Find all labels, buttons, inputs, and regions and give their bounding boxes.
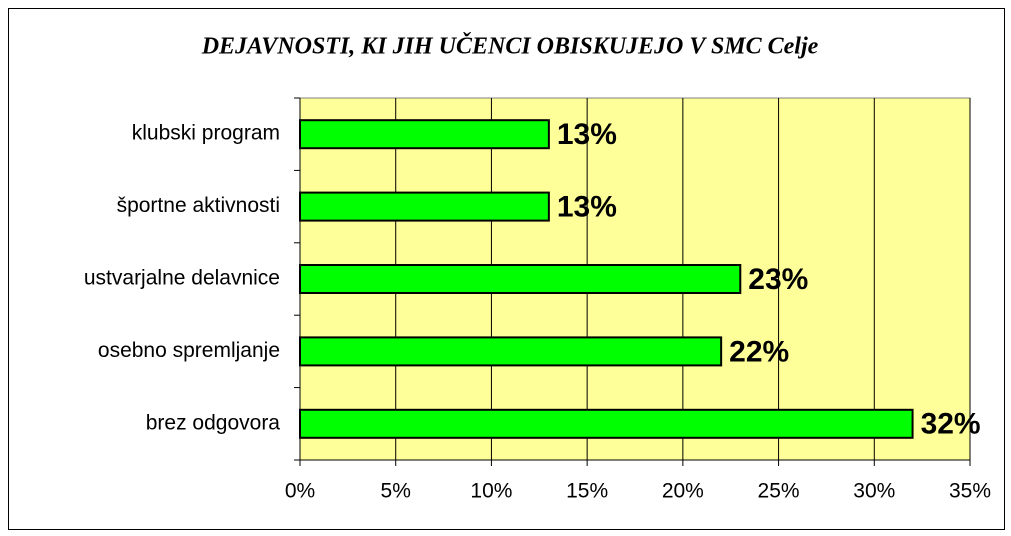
x-tick-label: 35%: [949, 480, 991, 503]
data-label: 13%: [557, 191, 617, 224]
bar: [299, 408, 914, 439]
data-label: 22%: [729, 335, 789, 368]
bar: [299, 119, 550, 150]
x-tick-label: 10%: [470, 480, 512, 503]
y-tick-label: brez odgovora: [146, 411, 281, 434]
data-label: 32%: [921, 408, 981, 441]
x-tick-label: 0%: [285, 480, 315, 503]
data-label: 23%: [748, 263, 808, 296]
x-tick-label: 15%: [566, 480, 608, 503]
data-label: 13%: [557, 118, 617, 151]
x-tick-label: 20%: [662, 480, 704, 503]
x-tick-label: 25%: [758, 480, 800, 503]
y-tick-label: klubski program: [132, 122, 280, 145]
bar: [299, 264, 742, 294]
y-tick-label: ustvarjalne delavnice: [84, 267, 280, 290]
y-tick-label: osebno spremljanje: [98, 339, 280, 362]
x-tick-label: 5%: [381, 480, 411, 503]
x-tick-label: 30%: [853, 480, 895, 503]
bar: [299, 191, 550, 222]
y-tick-label: športne aktivnosti: [117, 194, 280, 217]
bar: [299, 336, 723, 367]
chart-title: DEJAVNOSTI, KI JIH UČENCI OBISKUJEJO V S…: [201, 33, 819, 60]
